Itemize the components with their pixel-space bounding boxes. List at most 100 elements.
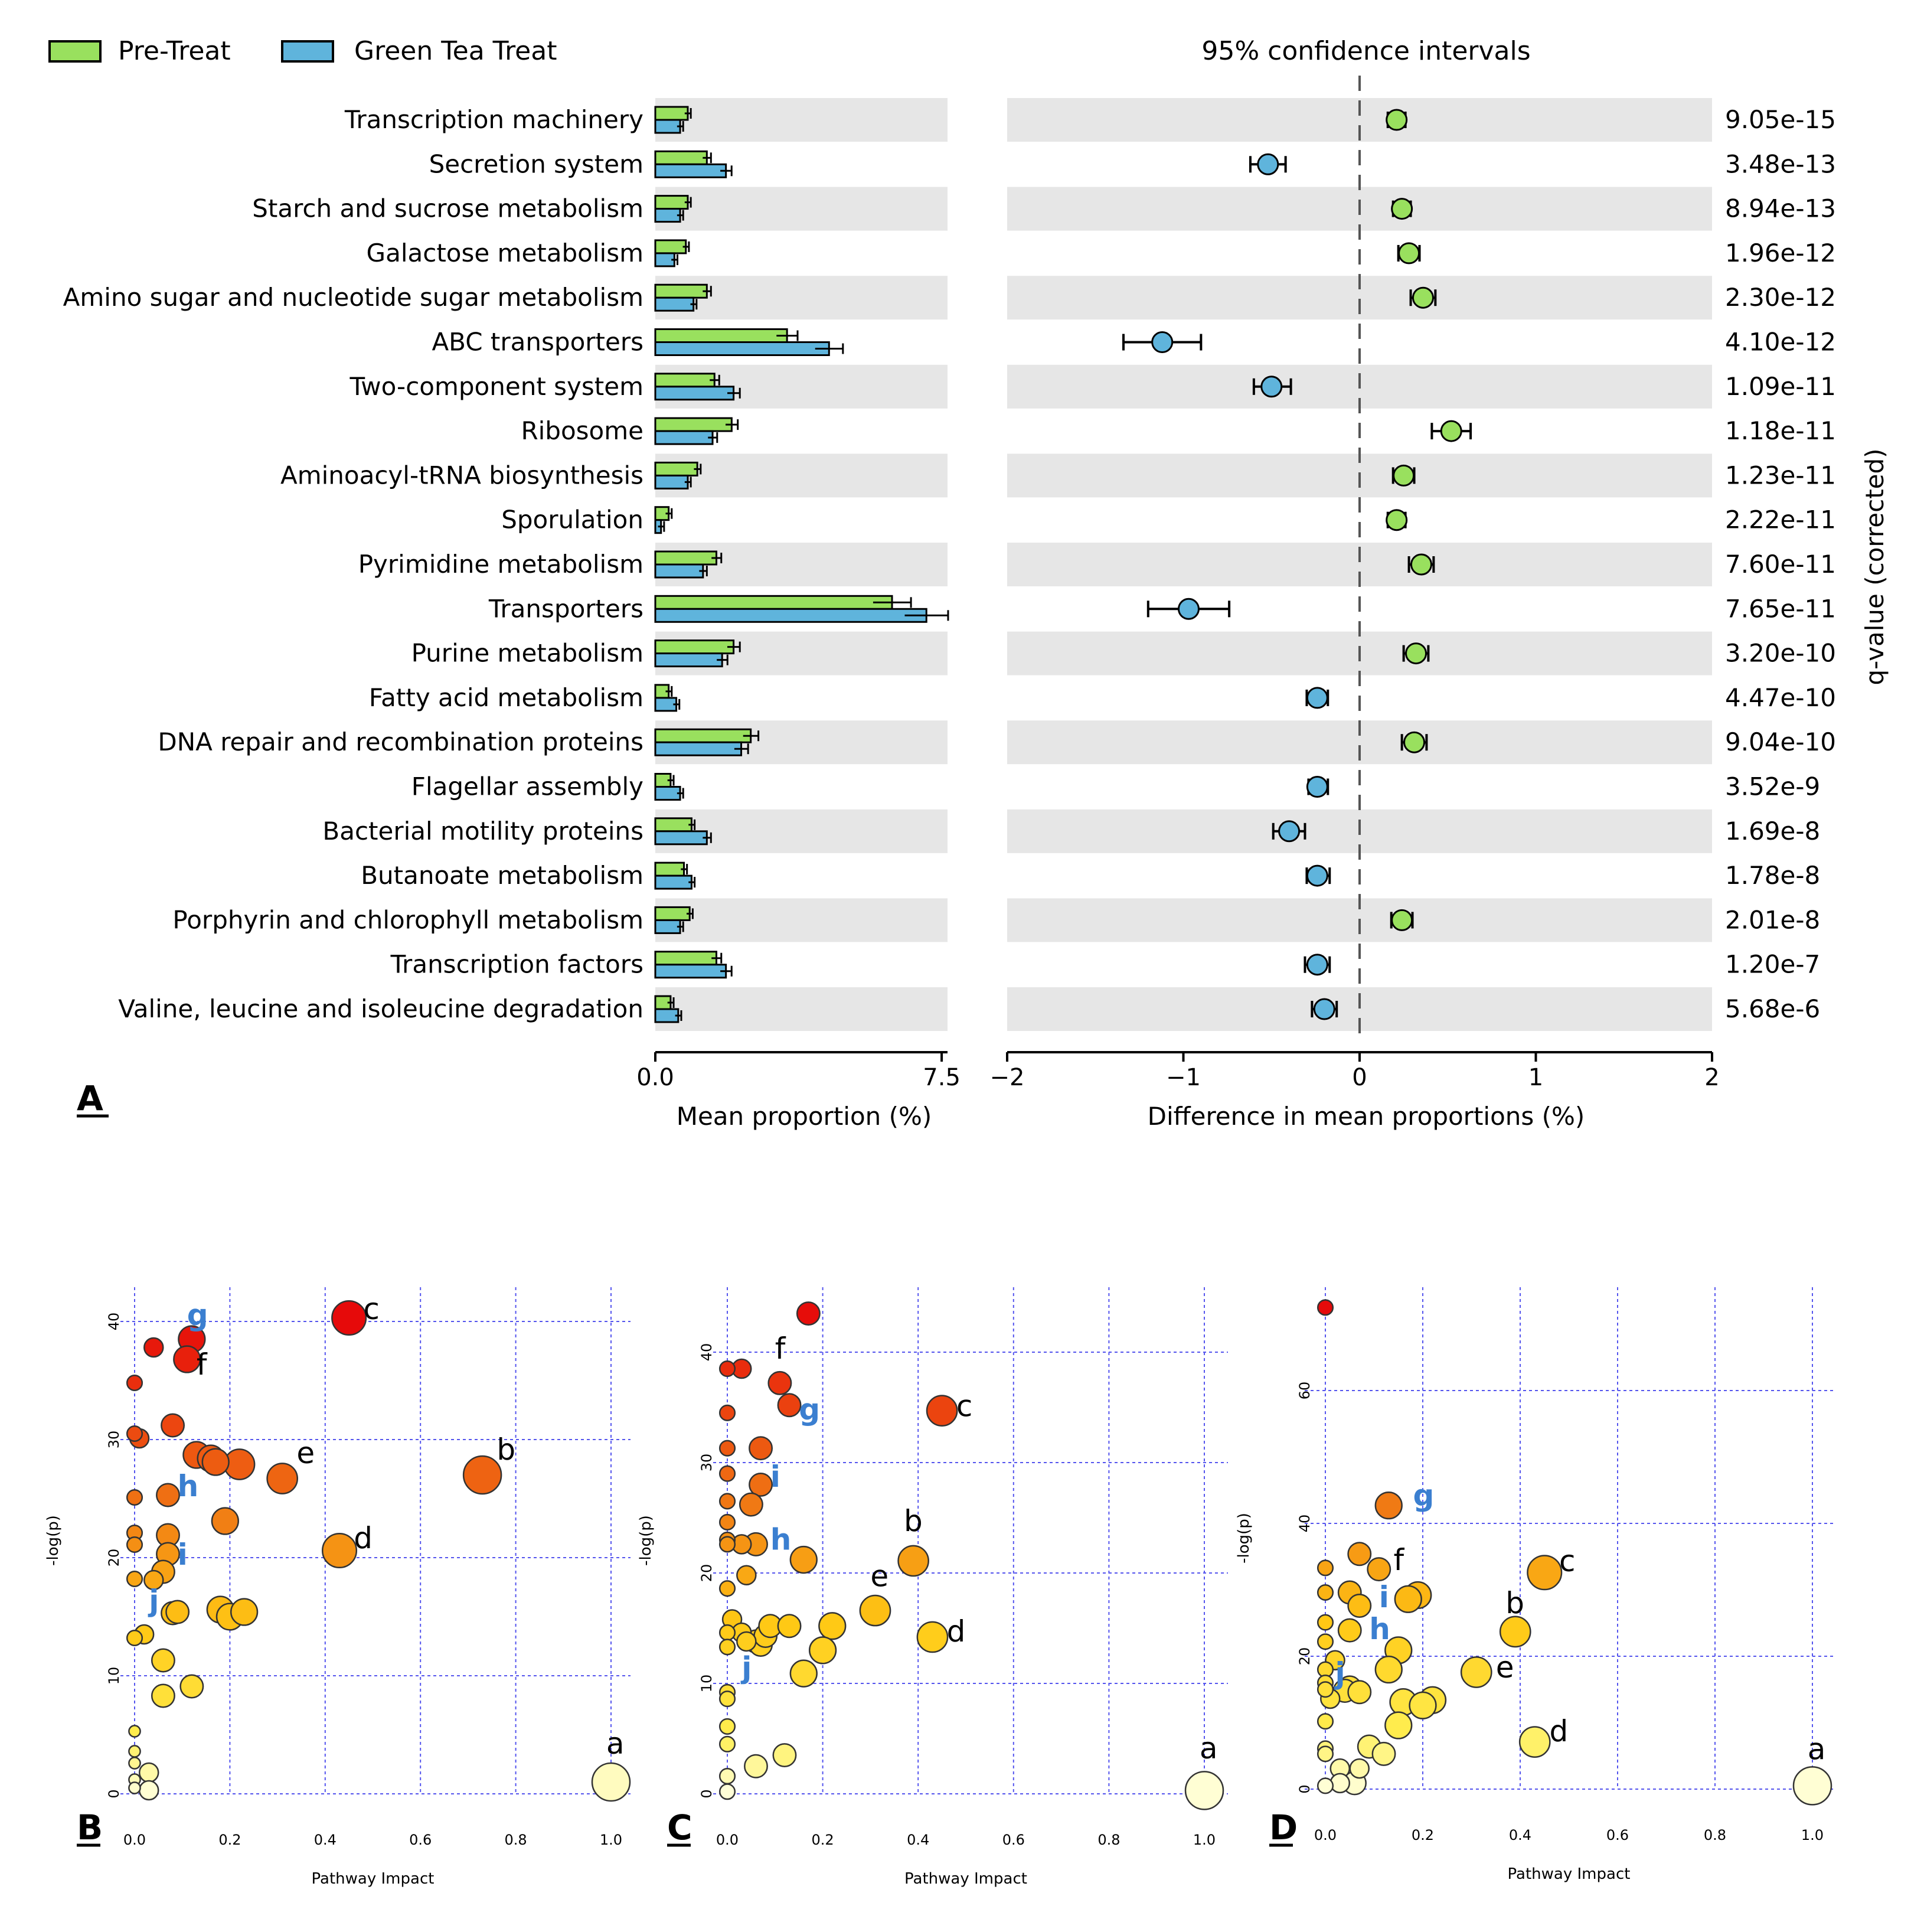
data-point xyxy=(916,1621,949,1653)
category-label: Sporulation xyxy=(501,505,643,534)
category-label: Butanoate metabolism xyxy=(361,861,643,890)
data-point xyxy=(718,1404,736,1421)
bar-green-tea xyxy=(654,741,743,756)
ci-point xyxy=(1410,553,1432,576)
ticks: 0.0 0.2 0.4 0.6 0.8 1.0 0 10 20 30 40 xyxy=(698,1343,1216,1848)
data-point xyxy=(718,1718,736,1735)
data-point xyxy=(211,1507,239,1535)
data-point xyxy=(331,1300,367,1336)
x-axis-label-diff: Difference in mean proportions (%) xyxy=(1148,1102,1585,1131)
ci-point xyxy=(1386,509,1408,531)
q-value-label: 8.94e-13 xyxy=(1725,194,1836,223)
data-point xyxy=(744,1754,768,1778)
data-point xyxy=(128,1745,141,1758)
x-tick-label: 1 xyxy=(1528,1064,1543,1091)
data-point xyxy=(1409,1691,1437,1719)
row-band-left xyxy=(655,987,948,1031)
ci-point xyxy=(1177,598,1200,620)
data-point xyxy=(859,1594,891,1627)
bar-pre-treat xyxy=(654,106,689,121)
category-label: Galactose metabolism xyxy=(367,239,643,267)
data-point xyxy=(126,1374,143,1392)
annotation-c: c xyxy=(363,1292,380,1326)
bar-green-tea xyxy=(654,163,727,178)
data-point xyxy=(1317,1299,1334,1316)
ci-point xyxy=(1412,286,1434,309)
bar-pre-treat xyxy=(654,639,735,655)
bar-pre-treat xyxy=(654,861,685,877)
annotation-j: j xyxy=(740,1651,752,1685)
data-point xyxy=(128,1725,141,1738)
data-point xyxy=(126,1425,143,1443)
data-point xyxy=(718,1513,736,1531)
grid xyxy=(1305,1287,1836,1790)
bar-pre-treat xyxy=(654,328,788,343)
x-tick-label: 0.6 xyxy=(1002,1832,1025,1848)
data-point xyxy=(151,1648,175,1673)
panel-d: 0.0 0.2 0.4 0.6 0.8 1.0 0 20 40 60 Pathway Impact -… xyxy=(1235,1287,1836,1883)
panel-c: 0.0 0.2 0.4 0.6 0.8 1.0 0 10 20 30 40 Pathway Impac… xyxy=(637,1287,1228,1888)
ci-point xyxy=(1306,864,1328,887)
annotation-i: i xyxy=(770,1460,780,1494)
ci-points xyxy=(1122,109,1472,1020)
q-value-label: 9.04e-10 xyxy=(1725,727,1836,756)
ci-point xyxy=(1391,198,1413,220)
data-point xyxy=(718,1360,736,1378)
y-tick-label: 10 xyxy=(698,1675,715,1693)
q-axis-label: q-value (corrected) xyxy=(1860,448,1889,685)
data-point xyxy=(1367,1557,1391,1582)
category-label: Pyrimidine metabolism xyxy=(358,550,643,579)
data-point xyxy=(718,1493,736,1510)
ci-point xyxy=(1257,153,1279,175)
q-value-label: 7.60e-11 xyxy=(1725,550,1836,579)
annotation-i: i xyxy=(1379,1580,1389,1614)
x-tick-label: 0.0 xyxy=(716,1832,739,1848)
data-point xyxy=(1317,1584,1334,1601)
data-point xyxy=(1184,1771,1224,1810)
data-points xyxy=(126,1300,631,1802)
data-points xyxy=(1317,1299,1832,1806)
data-point xyxy=(1317,1713,1334,1730)
x-tick-label: 0.2 xyxy=(1412,1827,1434,1843)
bar-green-tea xyxy=(654,919,681,934)
data-point xyxy=(718,1768,736,1785)
data-point xyxy=(1347,1680,1372,1705)
data-point xyxy=(789,1659,818,1688)
y-tick-label: 40 xyxy=(106,1313,122,1331)
data-point xyxy=(1527,1555,1563,1591)
x-tick-label: 1.0 xyxy=(600,1832,622,1848)
data-point xyxy=(796,1301,821,1326)
data-point xyxy=(718,1735,736,1752)
data-point xyxy=(718,1624,736,1641)
bar-pre-treat xyxy=(654,595,893,610)
bar-green-tea xyxy=(654,208,681,223)
q-value-label: 2.22e-11 xyxy=(1725,505,1836,534)
q-value-label: 9.05e-15 xyxy=(1725,105,1836,134)
annotations: a b c d e fg hi j xyxy=(1334,1479,1826,1767)
data-point xyxy=(126,1570,143,1588)
x-axis-label: Pathway Impact xyxy=(904,1870,1027,1888)
annotation-b: b xyxy=(1505,1586,1524,1620)
annotation-e: e xyxy=(870,1559,888,1593)
data-point xyxy=(462,1455,502,1495)
data-point xyxy=(321,1532,358,1569)
data-point xyxy=(1317,1633,1334,1650)
data-point xyxy=(143,1569,164,1591)
data-point xyxy=(736,1565,757,1585)
data-point xyxy=(718,1536,736,1553)
x-axis-label-mean: Mean proportion (%) xyxy=(677,1102,932,1131)
x-tick-label: 0.2 xyxy=(218,1832,241,1848)
y-tick-label: 40 xyxy=(698,1343,715,1362)
y-tick-label: 20 xyxy=(1296,1647,1313,1666)
ci-point xyxy=(1306,954,1328,976)
x-tick-label: 0.4 xyxy=(314,1832,337,1848)
data-point xyxy=(1394,1585,1422,1613)
y-tick-label: 10 xyxy=(106,1667,122,1685)
data-point xyxy=(718,1690,736,1708)
data-point xyxy=(161,1413,185,1438)
q-value-label: 1.78e-8 xyxy=(1725,861,1820,890)
ci-title: 95% confidence intervals xyxy=(1201,36,1530,66)
annotation-b: b xyxy=(496,1432,515,1467)
data-point xyxy=(808,1636,837,1665)
legend: Pre-Treat Green Tea Treat xyxy=(48,36,557,66)
